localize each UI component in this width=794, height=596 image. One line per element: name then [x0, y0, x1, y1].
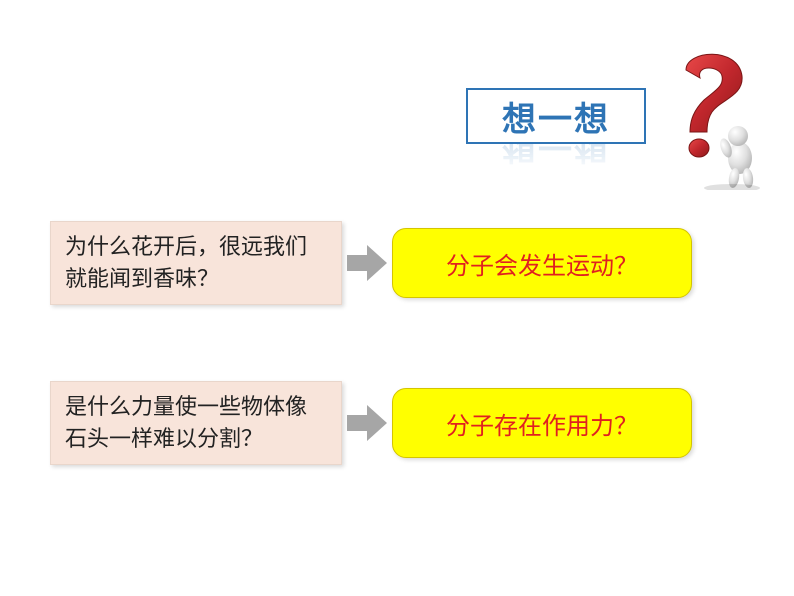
answer-text-1: 分子会发生运动？: [446, 246, 638, 281]
qa-row-1: 为什么花开后，很远我们就能闻到香味？ 分子会发生运动？: [50, 218, 750, 308]
title-box: 想一想: [466, 88, 646, 144]
question-text-2: 是什么力量使一些物体像石头一样难以分割？: [65, 391, 327, 455]
question-text-1: 为什么花开后，很远我们就能闻到香味？: [65, 231, 327, 295]
arrow-icon-2: [342, 403, 392, 443]
arrow-icon-1: [342, 243, 392, 283]
title-reflection: 想一想: [466, 144, 646, 174]
qa-row-2: 是什么力量使一些物体像石头一样难以分割？ 分子存在作用力？: [50, 378, 750, 468]
answer-box-1: 分子会发生运动？: [392, 228, 692, 298]
question-mark-figure: [650, 40, 770, 180]
question-box-2: 是什么力量使一些物体像石头一样难以分割？: [50, 381, 342, 465]
question-box-1: 为什么花开后，很远我们就能闻到香味？: [50, 221, 342, 305]
answer-box-2: 分子存在作用力？: [392, 388, 692, 458]
title-text: 想一想: [502, 92, 610, 141]
answer-text-2: 分子存在作用力？: [446, 406, 638, 441]
